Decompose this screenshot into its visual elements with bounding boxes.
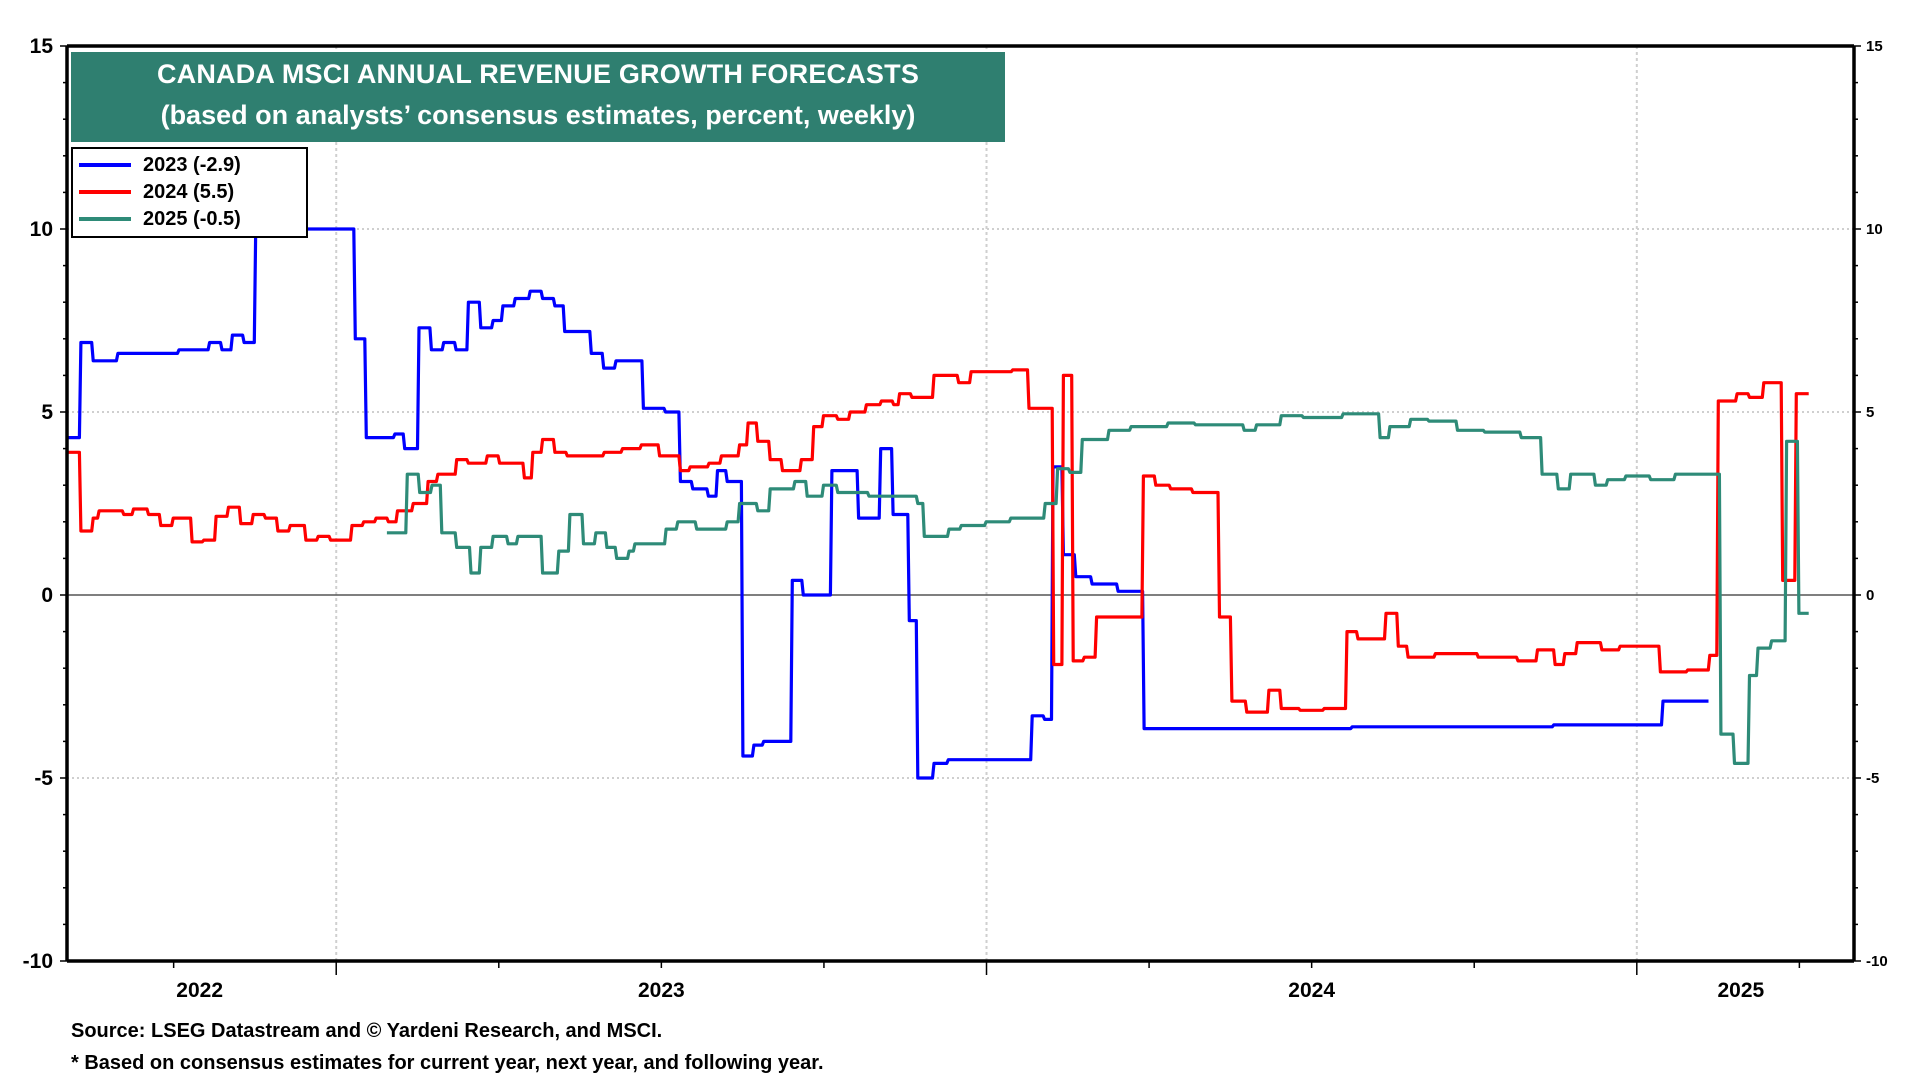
y-tick-label-right: -10 bbox=[1866, 953, 1888, 970]
series-group bbox=[67, 220, 1809, 780]
series-line-2023 bbox=[67, 220, 1709, 780]
y-tick-label-right: 0 bbox=[1866, 587, 1874, 604]
legend-item-2025: 2025 (-0.5) bbox=[79, 206, 241, 232]
x-tick-label: 2024 bbox=[1288, 979, 1335, 1002]
legend-label-2025: 2025 (-0.5) bbox=[143, 207, 241, 230]
legend-swatch-2023 bbox=[79, 163, 131, 167]
legend-swatch-2025 bbox=[79, 217, 131, 221]
chart-subtitle: (based on analysts’ consensus estimates,… bbox=[160, 100, 916, 130]
x-axis: 2022 2023 2024 2025 bbox=[172, 961, 1801, 1002]
legend-item-2024: 2024 (5.5) bbox=[79, 179, 234, 205]
source-note: Source: LSEG Datastream and © Yardeni Re… bbox=[71, 1020, 663, 1042]
y-tick-label-left: 15 bbox=[30, 35, 54, 58]
series-line-2024 bbox=[67, 368, 1809, 714]
x-tick-label: 2022 bbox=[176, 979, 223, 1002]
x-tick-label: 2023 bbox=[638, 979, 685, 1002]
y-axis-right: 15 10 5 0 -5 -10 bbox=[1854, 38, 1888, 970]
y-axis-left: 15 10 5 0 -5 -10 bbox=[23, 35, 67, 973]
y-tick-label-left: -10 bbox=[23, 950, 53, 973]
axes bbox=[65, 44, 1856, 963]
x-tick-label: 2025 bbox=[1717, 979, 1764, 1002]
footnote: * Based on consensus estimates for curre… bbox=[71, 1052, 824, 1074]
y-tick-label-right: -5 bbox=[1866, 770, 1879, 787]
legend-swatch-2024 bbox=[79, 190, 131, 194]
legend: 2023 (-2.9) 2024 (5.5) 2025 (-0.5) bbox=[71, 147, 308, 238]
legend-label-2023: 2023 (-2.9) bbox=[143, 153, 241, 176]
y-tick-label-right: 10 bbox=[1866, 221, 1883, 238]
legend-label-2024: 2024 (5.5) bbox=[143, 180, 235, 203]
y-tick-label-right: 15 bbox=[1866, 38, 1883, 55]
gridlines bbox=[67, 46, 1854, 961]
chart-title-box: CANADA MSCI ANNUAL REVENUE GROWTH FORECA… bbox=[71, 52, 1005, 142]
y-tick-label-left: 5 bbox=[41, 401, 53, 424]
chart-title: CANADA MSCI ANNUAL REVENUE GROWTH FORECA… bbox=[156, 59, 920, 89]
y-tick-label-left: -5 bbox=[34, 767, 53, 790]
legend-item-2023: 2023 (-2.9) bbox=[79, 152, 241, 178]
y-tick-label-left: 10 bbox=[30, 218, 53, 241]
series-line-2025 bbox=[386, 412, 1809, 765]
y-tick-label-left: 0 bbox=[41, 584, 53, 607]
y-tick-label-right: 5 bbox=[1866, 404, 1874, 421]
